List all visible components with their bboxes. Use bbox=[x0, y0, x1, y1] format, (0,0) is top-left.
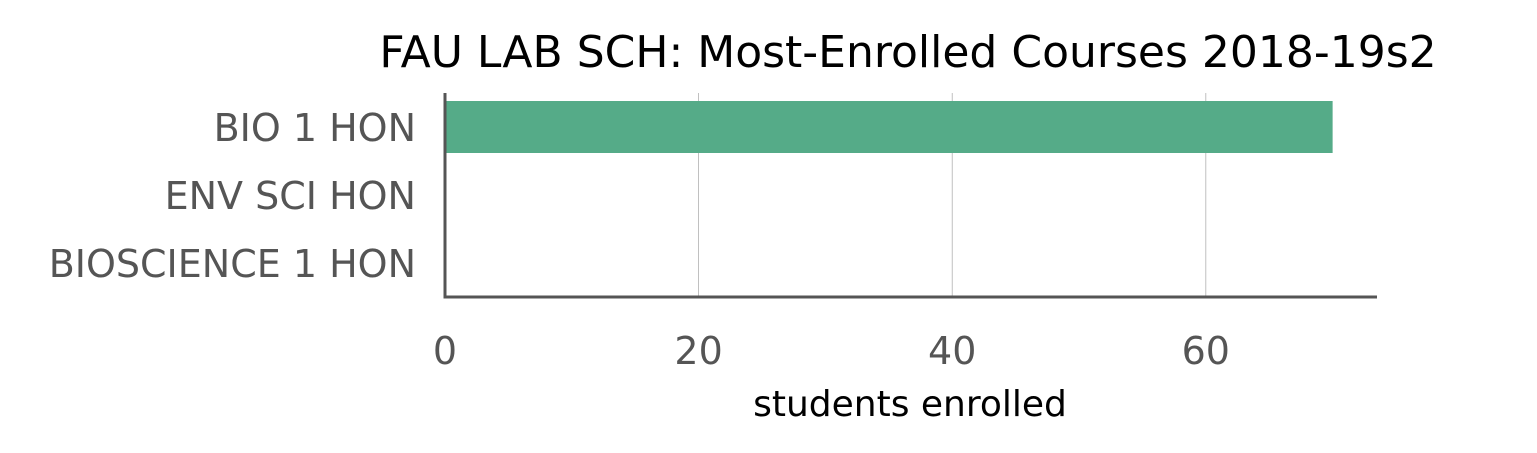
x-tick-label-60: 60 bbox=[1182, 329, 1230, 373]
category-label-env-sci-hon: ENV SCI HON bbox=[165, 174, 416, 218]
x-tick-labels: 0 20 40 60 bbox=[433, 329, 1230, 373]
x-tick-label-40: 40 bbox=[928, 329, 976, 373]
category-label-bioscience-1-hon: BIOSCIENCE 1 HON bbox=[49, 242, 416, 286]
x-tick-label-20: 20 bbox=[674, 329, 722, 373]
x-axis-label: students enrolled bbox=[753, 384, 1067, 425]
bar-bio-1-hon bbox=[445, 101, 1333, 153]
x-tick-label-0: 0 bbox=[433, 329, 457, 373]
category-label-bio-1-hon: BIO 1 HON bbox=[214, 106, 416, 150]
chart-title: FAU LAB SCH: Most-Enrolled Courses 2018-… bbox=[379, 27, 1436, 78]
category-labels: BIO 1 HON ENV SCI HON BIOSCIENCE 1 HON bbox=[49, 106, 416, 286]
bars bbox=[445, 101, 1333, 153]
